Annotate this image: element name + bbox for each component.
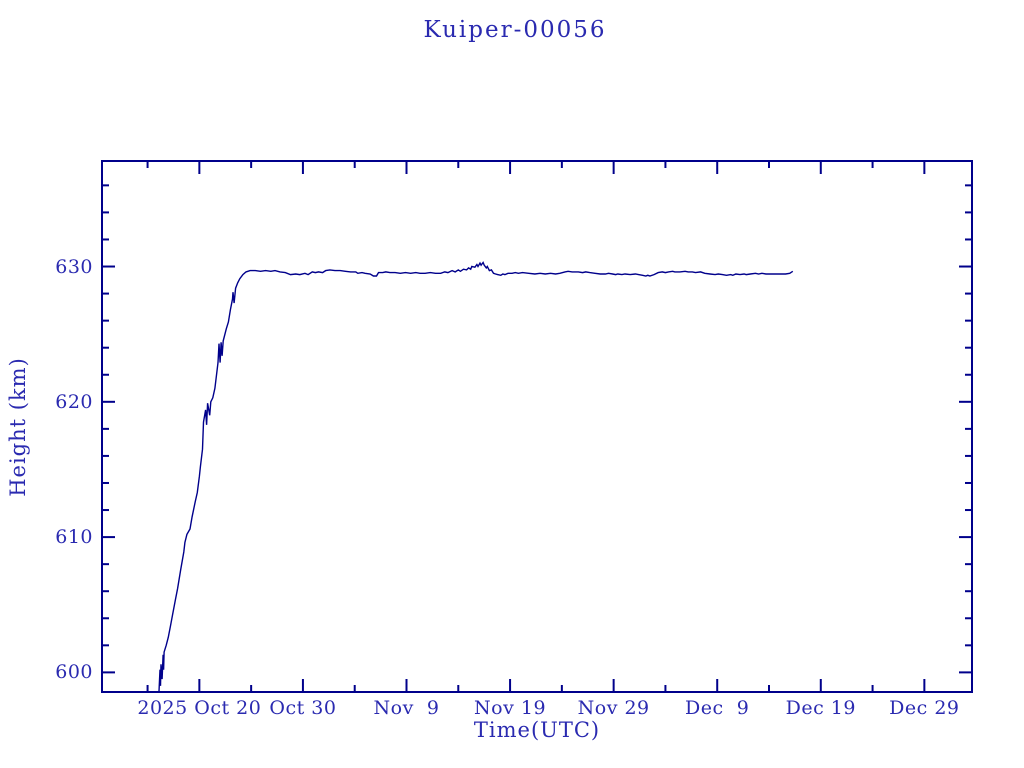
x-axis-label: Time(UTC) <box>473 718 601 742</box>
x-tick-label: Dec 29 <box>889 697 960 719</box>
x-tick-label: 2025 Oct 20 <box>137 697 262 719</box>
y-tick-label: 620 <box>55 390 93 413</box>
plot-frame <box>101 160 973 693</box>
x-tick-label: Dec 9 <box>685 697 750 719</box>
height-curve <box>158 261 794 692</box>
y-tick-label: 600 <box>55 661 93 684</box>
y-tick-label: 610 <box>55 526 93 549</box>
chart-title: Kuiper-00056 <box>423 17 607 43</box>
x-tick-label: Dec 19 <box>785 697 856 719</box>
y-tick-label: 630 <box>55 255 93 278</box>
y-axis-label: Height (km) <box>6 357 30 497</box>
x-tick-label: Nov 29 <box>577 697 650 719</box>
x-tick-label: Oct 30 <box>269 697 337 719</box>
x-tick-label: Nov 9 <box>373 697 440 719</box>
x-tick-label: Nov 19 <box>474 697 547 719</box>
